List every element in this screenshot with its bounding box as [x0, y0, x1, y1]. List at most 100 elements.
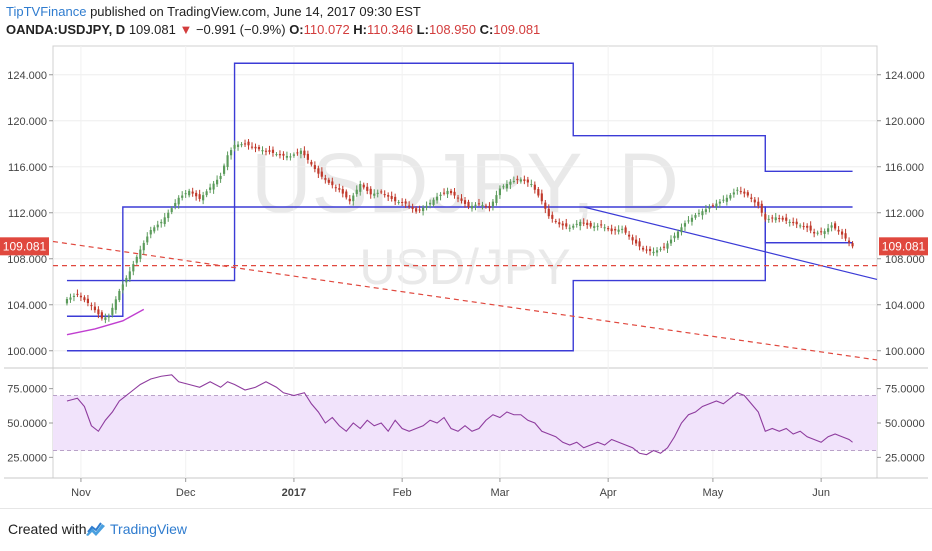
- trend-lines: [52, 206, 878, 361]
- price-tag-left-bg: [0, 237, 49, 256]
- candle-body: [652, 251, 655, 254]
- publisher-link[interactable]: TipTVFinance: [6, 4, 87, 19]
- rsi-tick-label: 50.0000: [7, 418, 47, 430]
- channel-line-lower: [66, 241, 853, 352]
- candle-body: [97, 309, 100, 315]
- candle-body: [446, 190, 449, 195]
- tradingview-link[interactable]: TradingView: [110, 521, 188, 537]
- candle-body: [299, 150, 302, 154]
- candle-body: [83, 297, 86, 301]
- change-value: −0.991 (−0.9%): [195, 22, 286, 37]
- candle-body: [802, 226, 805, 228]
- price-tick-label: 104.000: [7, 300, 47, 312]
- candle-body: [456, 197, 460, 199]
- chart-canvas[interactable]: USDJPY, D USD/JPY 124.000120.000116.0001…: [0, 0, 932, 508]
- quote-line: OANDA:USDJPY, D 109.081 ▼ −0.991 (−0.9%)…: [6, 21, 926, 39]
- candle-body: [128, 271, 131, 280]
- candle-body: [512, 180, 515, 182]
- candle-body: [285, 156, 289, 158]
- candle-body: [474, 204, 477, 206]
- candle-body: [844, 233, 847, 239]
- candle-body: [139, 249, 142, 259]
- candle-body: [823, 231, 826, 234]
- candle-body: [439, 194, 442, 196]
- price-tick-label: 100.000: [885, 346, 925, 358]
- candle-body: [341, 189, 344, 194]
- candle-body: [767, 218, 770, 220]
- candle-body: [593, 226, 596, 228]
- candle-body: [271, 149, 275, 153]
- symbol-label[interactable]: OANDA:USDJPY, D: [6, 22, 126, 37]
- candle-body: [261, 150, 264, 152]
- tradingview-logo-icon[interactable]: [84, 520, 106, 543]
- candle-body: [551, 214, 554, 219]
- candle-body: [669, 239, 673, 244]
- candle-body: [648, 248, 652, 252]
- candle-body: [463, 200, 467, 204]
- candle-body: [694, 215, 697, 218]
- candle-body: [624, 227, 627, 233]
- candle-body: [498, 188, 501, 196]
- candle-body: [799, 225, 802, 227]
- candle-body: [327, 179, 330, 183]
- rsi-axis-right: 75.0000 50.0000 25.0000: [877, 384, 925, 464]
- candle-body: [205, 191, 208, 196]
- candle-body: [540, 193, 543, 202]
- candle-body: [264, 150, 268, 152]
- candle-body: [467, 201, 470, 207]
- candle-body: [628, 234, 631, 237]
- candle-body: [607, 228, 610, 230]
- candle-body: [72, 295, 76, 297]
- candle-body: [683, 223, 687, 227]
- trendline-blue-down: [583, 206, 878, 281]
- candle-body: [561, 223, 564, 226]
- candle-body: [641, 247, 645, 250]
- candle-body: [76, 293, 79, 295]
- candle-body: [163, 217, 166, 225]
- candle-body: [718, 201, 721, 204]
- candle-body: [568, 227, 571, 229]
- candle-body: [687, 220, 690, 222]
- candle-body: [778, 218, 781, 220]
- candle-body: [254, 146, 257, 149]
- candle-body: [170, 208, 173, 213]
- candle-body: [505, 184, 508, 189]
- candle-body: [442, 192, 446, 194]
- candle-body: [753, 199, 756, 203]
- candle-body: [841, 231, 844, 235]
- candle-body: [93, 306, 96, 311]
- candle-body: [502, 186, 505, 188]
- candle-body: [135, 256, 138, 263]
- candle-body: [86, 298, 89, 304]
- candle-body: [177, 197, 180, 205]
- candle-body: [572, 225, 575, 228]
- candle-body: [257, 146, 261, 150]
- low-value: 108.950: [428, 22, 476, 37]
- close-label: C:: [479, 22, 494, 37]
- price-tick-label: 104.000: [885, 300, 925, 312]
- candle-body: [90, 305, 93, 307]
- candle-body: [435, 196, 439, 201]
- low-label: L:: [416, 22, 429, 37]
- time-tick-label: Dec: [176, 487, 196, 499]
- candle-body: [662, 246, 666, 248]
- candle-body: [429, 202, 432, 205]
- candle-body: [317, 168, 320, 174]
- candle-body: [282, 153, 285, 156]
- candle-body: [275, 154, 278, 156]
- candle-body: [809, 225, 812, 231]
- candle-body: [432, 199, 435, 205]
- candle-body: [167, 212, 170, 219]
- candle-body: [659, 248, 662, 250]
- candle-body: [579, 221, 582, 226]
- candle-body: [547, 208, 550, 217]
- open-label: O:: [289, 22, 304, 37]
- candle-body: [610, 228, 613, 232]
- candle-body: [575, 223, 578, 225]
- candle-body: [184, 193, 187, 195]
- candle-body: [345, 191, 348, 198]
- price-tag-right-text: 109.081: [882, 239, 926, 253]
- candle-body: [397, 202, 400, 204]
- candle-body: [404, 201, 407, 204]
- rsi-line: [66, 374, 853, 456]
